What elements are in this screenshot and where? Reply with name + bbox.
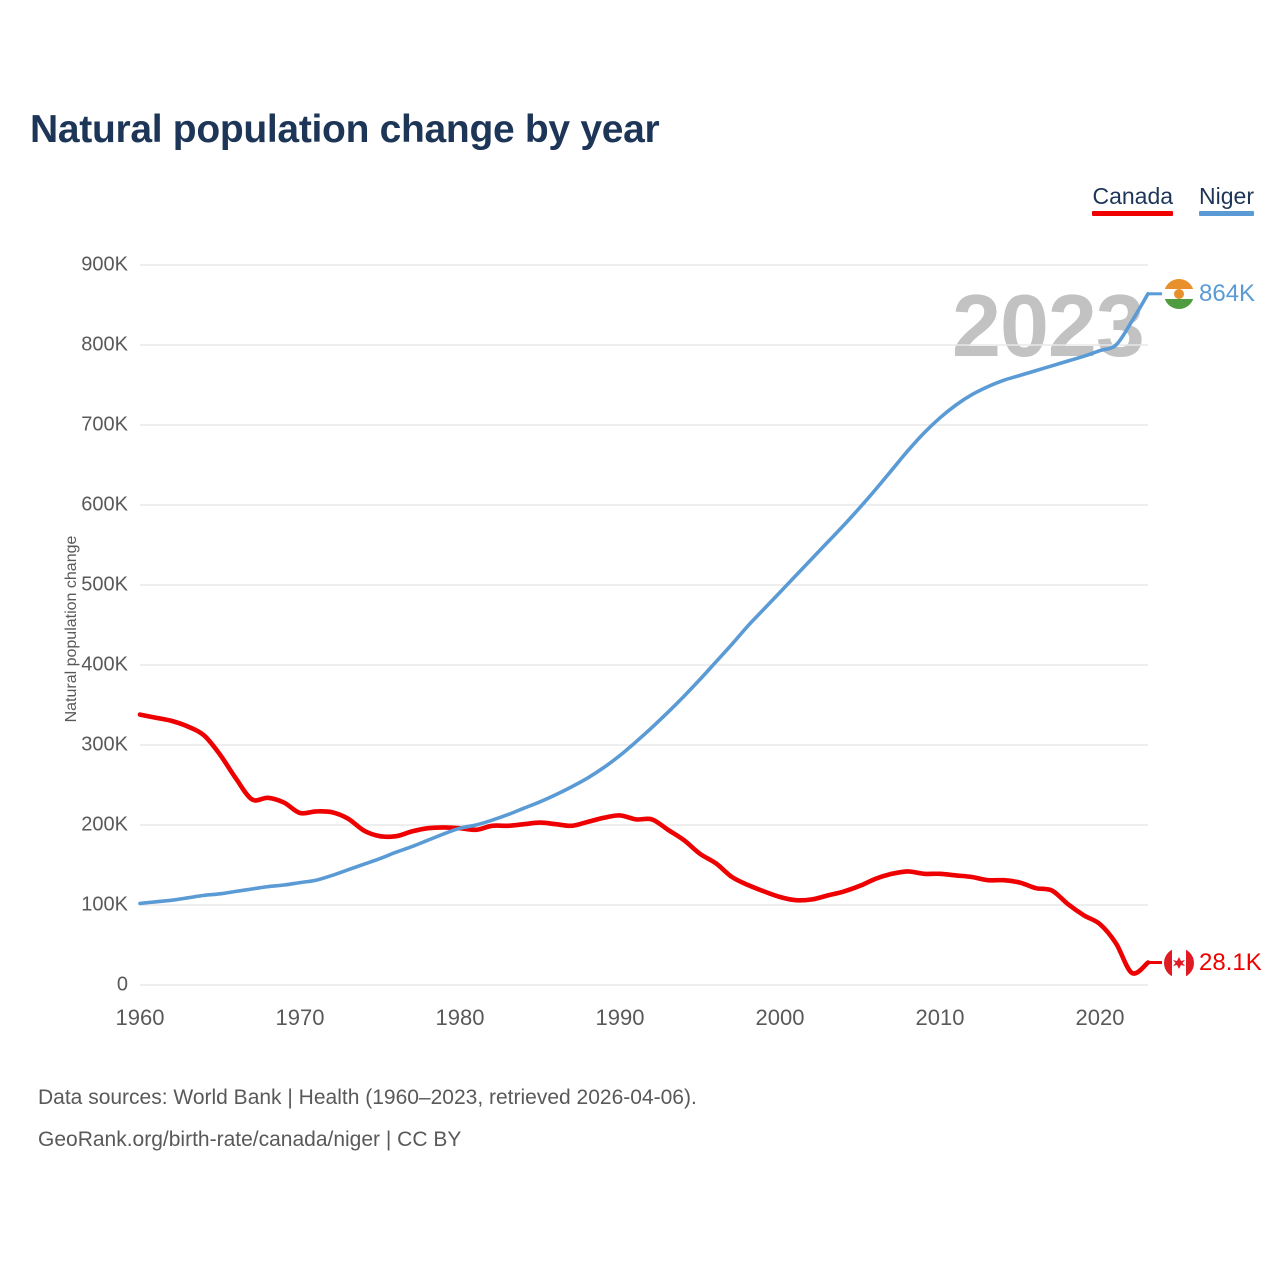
legend-item-niger[interactable]: Niger	[1199, 183, 1254, 216]
endpoint-niger[interactable]: 864K	[1164, 278, 1256, 309]
chart-legend: Canada Niger	[1092, 183, 1254, 216]
y-axis-tick-label: 400K	[81, 653, 128, 676]
legend-item-canada[interactable]: Canada	[1092, 183, 1174, 216]
legend-color-swatch-canada	[1092, 211, 1174, 216]
x-axis-tick-label: 2020	[1075, 1005, 1125, 1030]
x-axis-tick-label: 1970	[275, 1005, 325, 1030]
y-axis-tick-label: 100K	[81, 893, 128, 916]
y-axis-tick-label: 300K	[81, 733, 128, 756]
y-axis-tick-label: 200K	[81, 813, 128, 836]
y-axis-tick-label: 0	[116, 973, 128, 996]
endpoint-canada[interactable]: 28.1K	[1164, 947, 1262, 978]
page-title: Natural population change by year	[30, 108, 660, 151]
y-axis-tick-label: 900K	[81, 253, 128, 276]
x-axis-tick-label: 2010	[915, 1005, 965, 1030]
y-axis-tick-label: 500K	[81, 573, 128, 596]
y-axis-tick-label: 600K	[81, 493, 128, 516]
series-line-canada	[137, 712, 1151, 976]
legend-color-swatch-niger	[1199, 211, 1254, 216]
footer-attribution: GeoRank.org/birth-rate/canada/niger | CC…	[38, 1128, 462, 1151]
legend-label-canada: Canada	[1092, 183, 1174, 209]
footer-data-sources: Data sources: World Bank | Health (1960–…	[38, 1086, 697, 1109]
series-line-niger	[138, 292, 1150, 906]
x-axis-tick-label: 1980	[435, 1005, 485, 1030]
year-watermark: 2023	[952, 276, 1145, 375]
endpoint-value-niger: 864K	[1199, 279, 1256, 307]
legend-label-niger: Niger	[1199, 183, 1254, 209]
endpoint-value-canada: 28.1K	[1199, 948, 1262, 976]
canada-flag-icon	[1164, 947, 1194, 978]
niger-flag-icon	[1164, 278, 1194, 309]
y-axis-tick-label: 700K	[81, 413, 128, 436]
y-axis-tick-label: 800K	[81, 333, 128, 356]
x-axis-tick-label: 1960	[115, 1005, 165, 1030]
x-axis-tick-label: 2000	[755, 1005, 805, 1030]
x-axis-tick-label: 1990	[595, 1005, 645, 1030]
